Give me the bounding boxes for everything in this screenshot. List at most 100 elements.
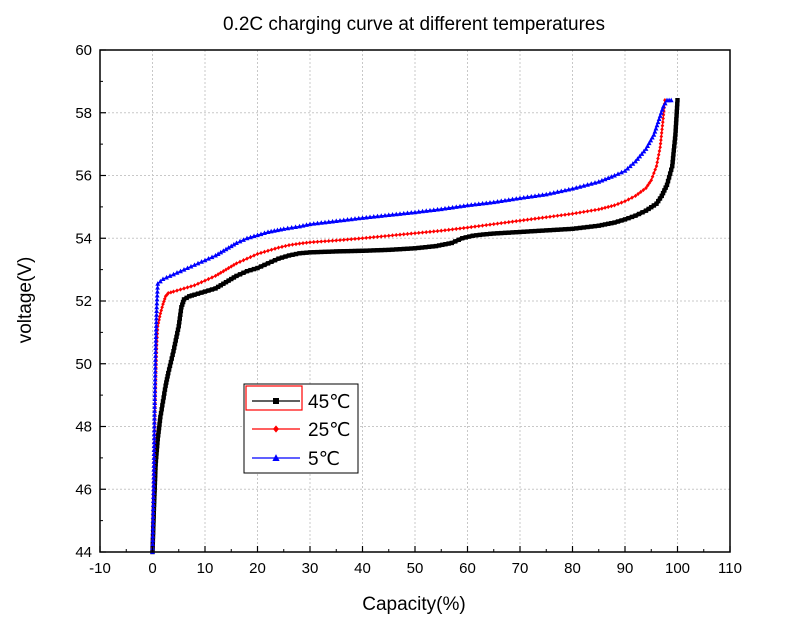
y-tick-label: 44 [75, 544, 92, 561]
data-point [151, 431, 157, 437]
y-tick-label: 60 [75, 42, 92, 59]
data-point [226, 278, 231, 283]
data-point [153, 341, 159, 347]
data-point [209, 254, 215, 260]
data-point [592, 180, 598, 185]
data-point [555, 213, 560, 218]
data-point [600, 206, 604, 211]
data-point [638, 189, 643, 195]
data-point [506, 230, 511, 235]
data-point [431, 229, 436, 234]
data-point [152, 416, 157, 421]
data-point [290, 242, 295, 247]
data-point [670, 159, 675, 165]
data-point [163, 294, 168, 299]
data-point [367, 214, 373, 220]
data-point [416, 245, 421, 251]
data-point [179, 305, 184, 310]
data-point [151, 459, 157, 464]
data-point [150, 533, 156, 539]
x-tick-label: 70 [512, 560, 529, 577]
data-point [495, 198, 500, 204]
data-point [155, 285, 160, 290]
data-point [157, 314, 162, 319]
data-point [210, 275, 214, 280]
data-point [458, 226, 462, 231]
data-point [605, 175, 611, 181]
data-point [532, 193, 538, 198]
series-layer [150, 97, 680, 555]
data-point [177, 320, 182, 325]
data-point [301, 241, 305, 246]
data-point [606, 221, 611, 227]
data-point [360, 215, 365, 220]
data-point [196, 281, 200, 286]
data-point [675, 98, 680, 103]
data-point [651, 203, 657, 208]
data-point [603, 205, 607, 210]
data-point [280, 244, 284, 249]
data-point [528, 193, 534, 199]
data-point [547, 190, 553, 196]
data-point [237, 272, 243, 277]
data-point [173, 338, 178, 343]
data-point [330, 249, 335, 254]
data-point [615, 219, 621, 224]
data-point [467, 234, 472, 239]
data-point [609, 203, 614, 209]
data-point [151, 463, 157, 468]
data-point [152, 396, 158, 402]
data-point [536, 216, 541, 221]
data-point [495, 231, 500, 236]
data-point [446, 241, 451, 246]
data-point [559, 213, 564, 218]
data-point [644, 185, 648, 191]
data-point [224, 267, 228, 272]
data-point [585, 224, 590, 230]
data-point [157, 278, 163, 284]
data-point [281, 226, 287, 231]
data-point [334, 249, 339, 254]
data-point [518, 218, 522, 223]
data-point [639, 151, 645, 156]
data-point [375, 248, 380, 253]
data-point [368, 235, 372, 240]
data-point [510, 219, 515, 224]
data-point [491, 221, 496, 227]
data-point [345, 237, 350, 242]
legend-item: 25℃ [252, 420, 350, 441]
data-point [202, 257, 208, 263]
data-point [616, 201, 620, 207]
data-point [574, 210, 579, 216]
data-point [643, 146, 649, 151]
data-point [356, 236, 361, 241]
data-point [209, 287, 215, 292]
data-point [655, 119, 661, 125]
data-point [450, 227, 455, 232]
data-point [164, 377, 170, 382]
data-point [596, 223, 601, 228]
data-point [397, 246, 403, 252]
data-point [566, 186, 572, 192]
data-point [199, 280, 204, 285]
data-point [174, 270, 180, 275]
data-point [226, 245, 232, 250]
data-point [161, 301, 165, 307]
y-tick-label: 58 [75, 105, 92, 122]
data-point [265, 261, 271, 266]
data-point [453, 239, 458, 244]
data-point [674, 113, 679, 118]
data-point [161, 395, 166, 400]
data-point [525, 229, 530, 234]
data-point [673, 124, 679, 130]
data-point [155, 436, 160, 442]
data-point [353, 236, 357, 242]
data-point [382, 247, 388, 253]
data-point [662, 100, 668, 106]
data-point [463, 235, 468, 240]
data-point [153, 345, 159, 351]
data-point [252, 253, 256, 258]
data-point [181, 267, 187, 272]
data-point [229, 276, 234, 282]
